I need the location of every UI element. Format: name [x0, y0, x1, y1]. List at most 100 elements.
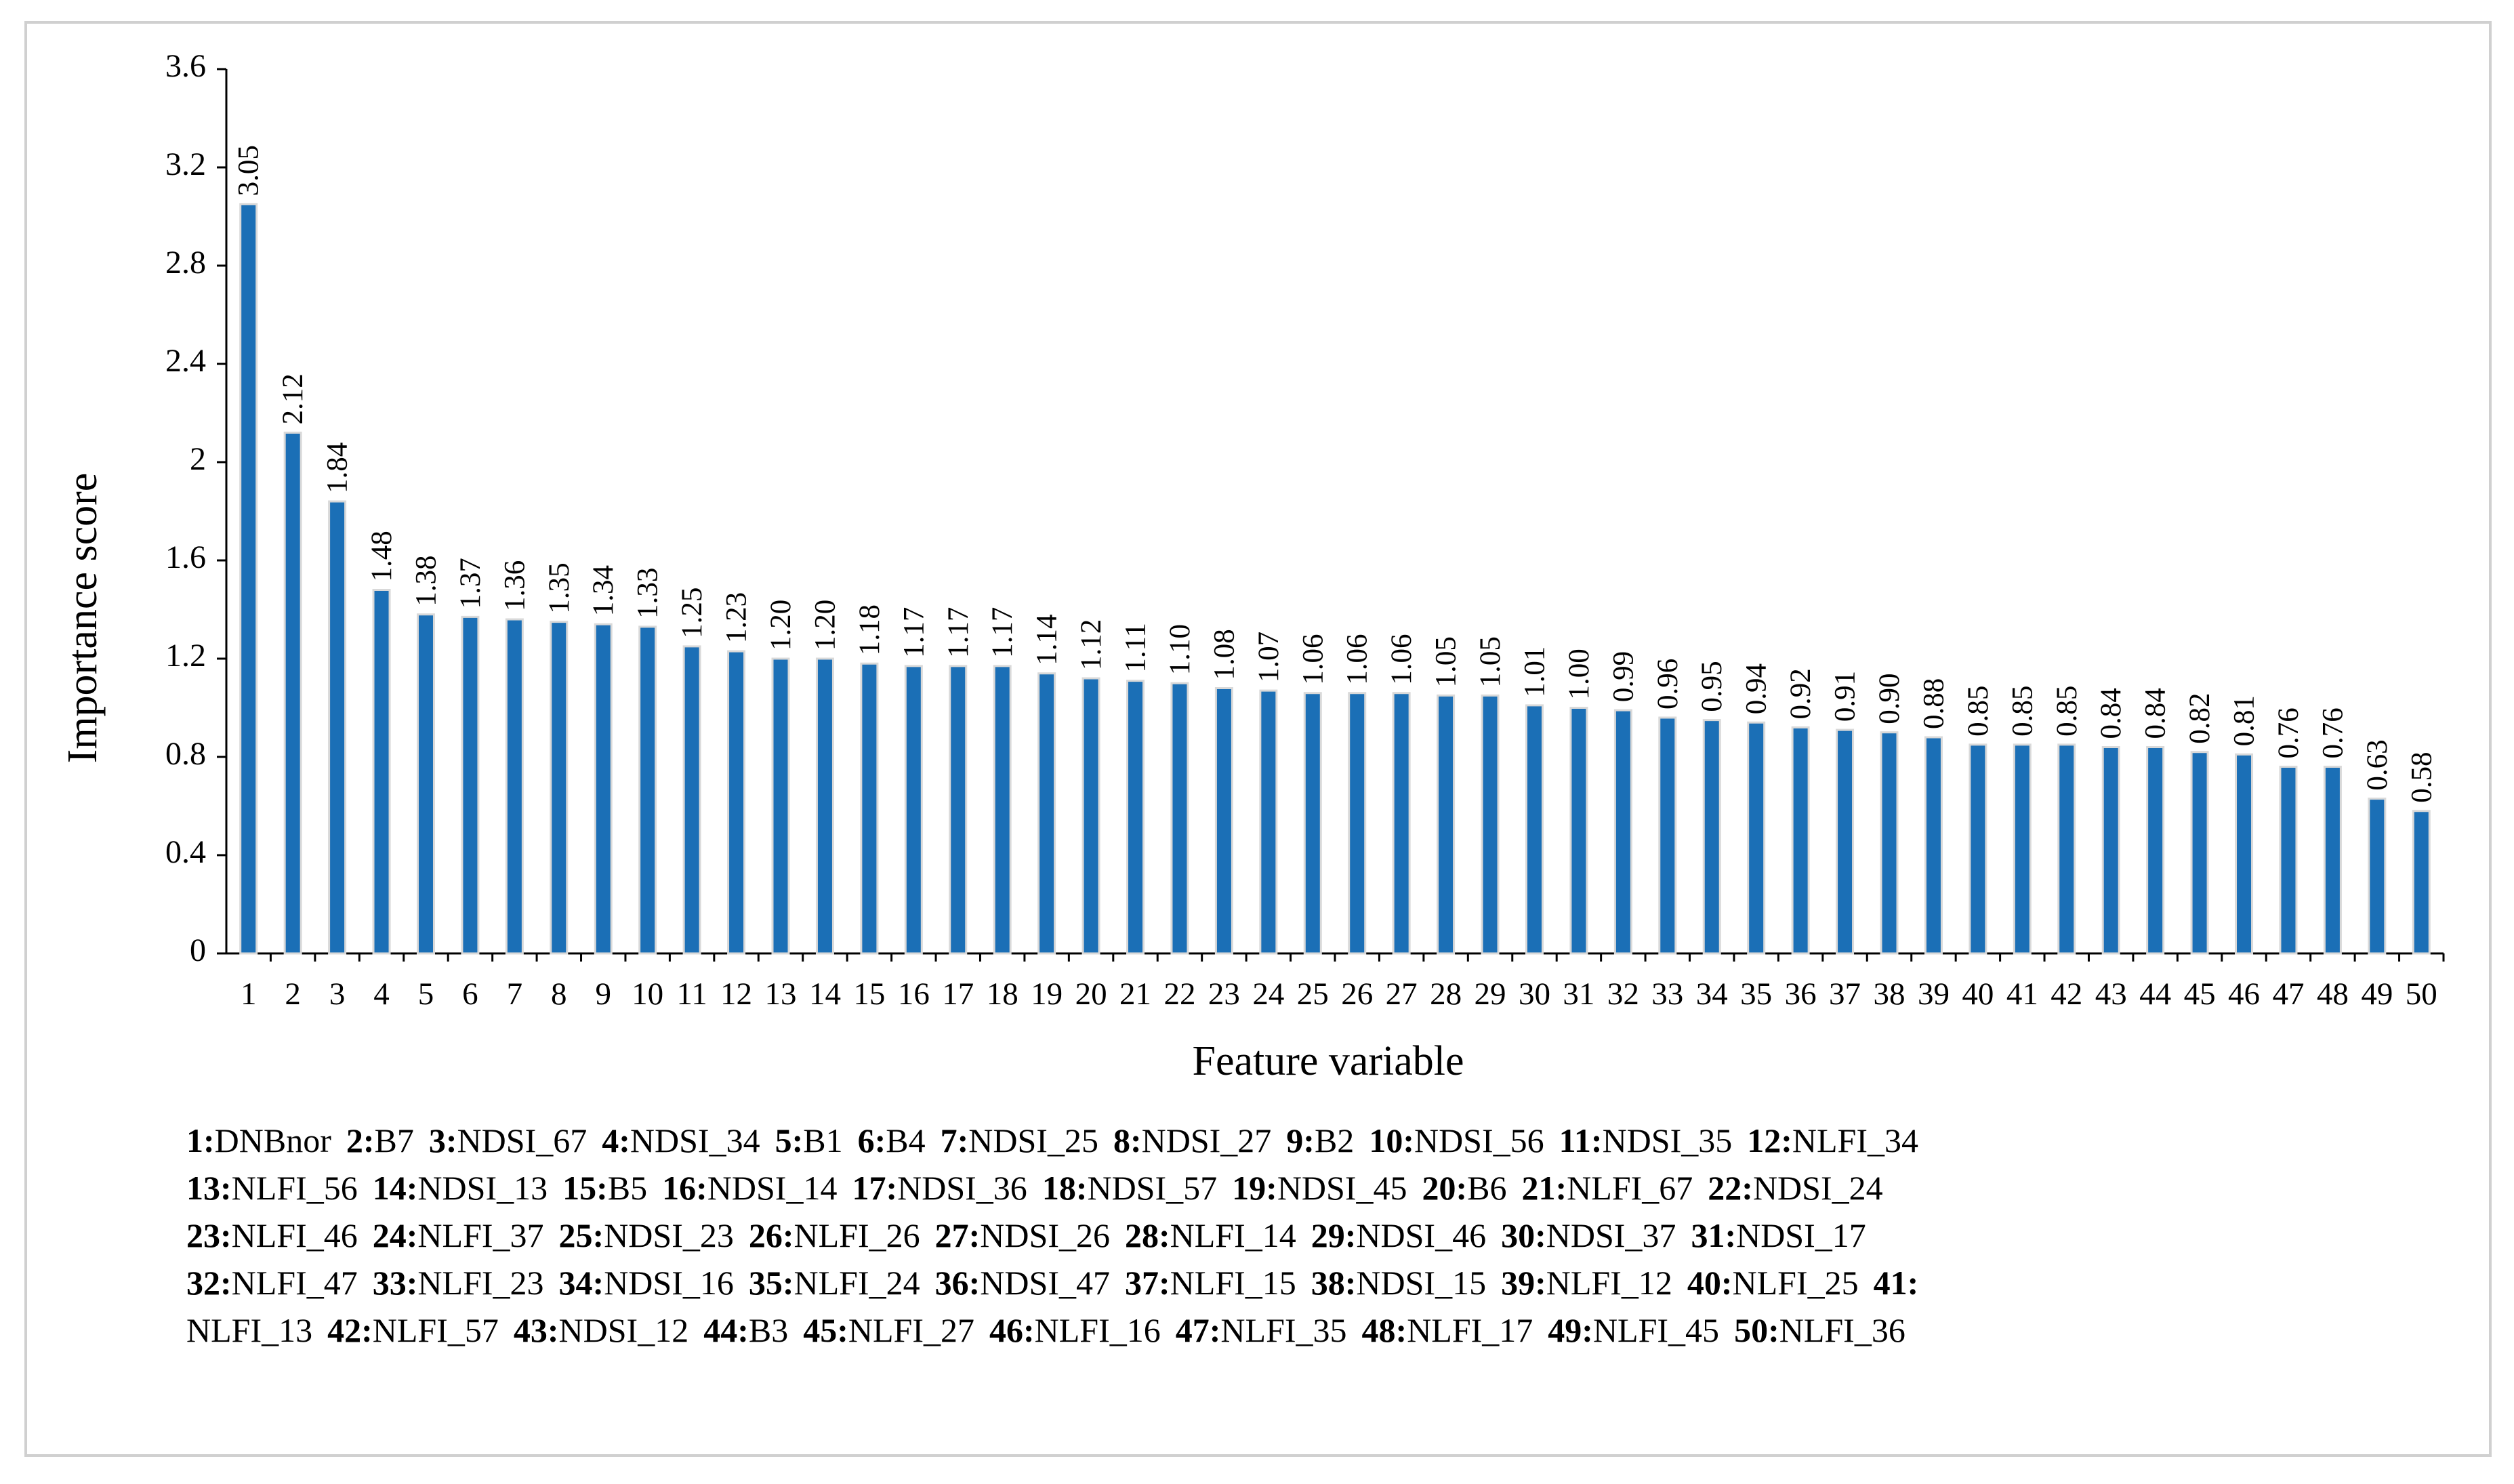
value-label: 0.96	[1652, 659, 1684, 709]
value-label: 1.20	[809, 600, 841, 651]
note-key: 23:	[186, 1216, 232, 1254]
note-key: 14:	[373, 1169, 418, 1207]
note-key: 27:	[935, 1216, 981, 1254]
value-label: 0.84	[2140, 688, 2172, 739]
value-label: 1.35	[543, 562, 575, 613]
value-label: 1.00	[1563, 648, 1595, 699]
note-key: 11:	[1559, 1121, 1603, 1159]
value-label: 1.34	[588, 565, 619, 616]
x-tick-label: 23	[1208, 976, 1240, 1012]
note-key: 13:	[186, 1169, 232, 1207]
note-key: 3:	[429, 1121, 457, 1159]
bar	[2323, 766, 2342, 955]
value-label: 1.12	[1075, 619, 1107, 670]
note-key: 5:	[775, 1121, 804, 1159]
bar	[1303, 692, 1322, 955]
value-label: 0.91	[1830, 671, 1861, 722]
bar	[682, 645, 701, 955]
note-key: 25:	[559, 1216, 604, 1254]
note-label: NDSI_57	[1087, 1169, 1217, 1207]
bar	[1348, 692, 1367, 955]
bar	[638, 625, 657, 955]
value-label: 0.95	[1696, 661, 1728, 712]
note-label: NDSI_27	[1142, 1121, 1272, 1159]
y-tick-label: 0	[190, 932, 206, 968]
y-axis-title: Importance score	[60, 473, 106, 764]
x-tick-label: 14	[809, 976, 841, 1012]
note-label: NDSI_24	[1753, 1169, 1883, 1207]
value-label: 1.05	[1430, 636, 1462, 687]
note-label: NDSI_23	[604, 1216, 734, 1254]
note-label: B1	[803, 1121, 842, 1159]
x-tick-label: 11	[676, 976, 707, 1012]
y-tick-label: 1.6	[165, 539, 206, 575]
note-key: 12:	[1747, 1121, 1792, 1159]
bar	[416, 613, 435, 955]
value-label: 1.10	[1164, 624, 1196, 675]
bar	[2368, 798, 2387, 955]
x-tick-label: 41	[2006, 976, 2038, 1012]
value-label: 0.58	[2406, 752, 2437, 803]
value-label: 1.11	[1120, 623, 1152, 673]
value-label: 1.05	[1475, 636, 1506, 687]
x-tick-label: 43	[2095, 976, 2127, 1012]
note-label: NLFI_26	[794, 1216, 920, 1254]
bar	[461, 615, 480, 955]
bar	[1259, 689, 1278, 955]
note-label: NDSI_46	[1356, 1216, 1486, 1254]
x-tick-label: 1	[241, 976, 257, 1012]
x-tick-label: 3	[329, 976, 346, 1012]
note-key: 43:	[514, 1311, 559, 1349]
value-label: 0.85	[2006, 686, 2038, 737]
note-key: 1:	[186, 1121, 215, 1159]
note-key: 28:	[1125, 1216, 1170, 1254]
bar	[1126, 680, 1145, 955]
note-label: B7	[375, 1121, 414, 1159]
value-label: 1.23	[721, 592, 753, 643]
note-key: 47:	[1176, 1311, 1221, 1349]
note-line: 13:NLFI_56 14:NDSI_13 15:B5 16:NDSI_14 17:ND…	[186, 1169, 1883, 1207]
note-label: NDSI_16	[604, 1264, 734, 1302]
x-tick-label: 22	[1163, 976, 1195, 1012]
bar	[1658, 716, 1677, 955]
note-key: 30:	[1501, 1216, 1546, 1254]
note-label: B5	[608, 1169, 647, 1207]
bar	[815, 657, 834, 955]
note-key: 33:	[373, 1264, 418, 1302]
x-tick-label: 7	[507, 976, 523, 1012]
value-label: 1.48	[366, 531, 398, 581]
value-label: 0.85	[1962, 686, 1994, 737]
note-label: NDSI_13	[417, 1169, 548, 1207]
value-label: 1.18	[854, 604, 886, 655]
bar	[1392, 692, 1411, 955]
bar	[2057, 743, 2076, 955]
x-tick-label: 38	[1874, 976, 1905, 1012]
x-tick-label: 10	[632, 976, 663, 1012]
note-key: 37:	[1125, 1264, 1170, 1302]
x-tick-label: 26	[1341, 976, 1373, 1012]
note-key: 10:	[1369, 1121, 1414, 1159]
note-key: 9:	[1286, 1121, 1315, 1159]
note-label: NDSI_36	[897, 1169, 1027, 1207]
note-key: 46:	[989, 1311, 1035, 1349]
note-label: NLFI_67	[1567, 1169, 1693, 1207]
value-label: 1.06	[1342, 634, 1374, 685]
bar	[328, 500, 347, 955]
note-key: 18:	[1042, 1169, 1088, 1207]
x-tick-label: 50	[2406, 976, 2437, 1012]
note-label: NLFI_24	[794, 1264, 920, 1302]
note-label: NLFI_47	[232, 1264, 358, 1302]
x-tick-label: 46	[2228, 976, 2260, 1012]
note-label: NLFI_57	[373, 1311, 499, 1349]
bar	[1747, 721, 1766, 955]
bar	[1791, 726, 1810, 955]
note-key: 7:	[941, 1121, 969, 1159]
note-label: NLFI_36	[1779, 1311, 1905, 1349]
value-label: 1.36	[499, 560, 531, 611]
note-label: NLFI_15	[1170, 1264, 1296, 1302]
note-label: NLFI_56	[232, 1169, 358, 1207]
bar	[2013, 743, 2032, 955]
x-tick-label: 13	[765, 976, 797, 1012]
note-label: NLFI_23	[417, 1264, 543, 1302]
